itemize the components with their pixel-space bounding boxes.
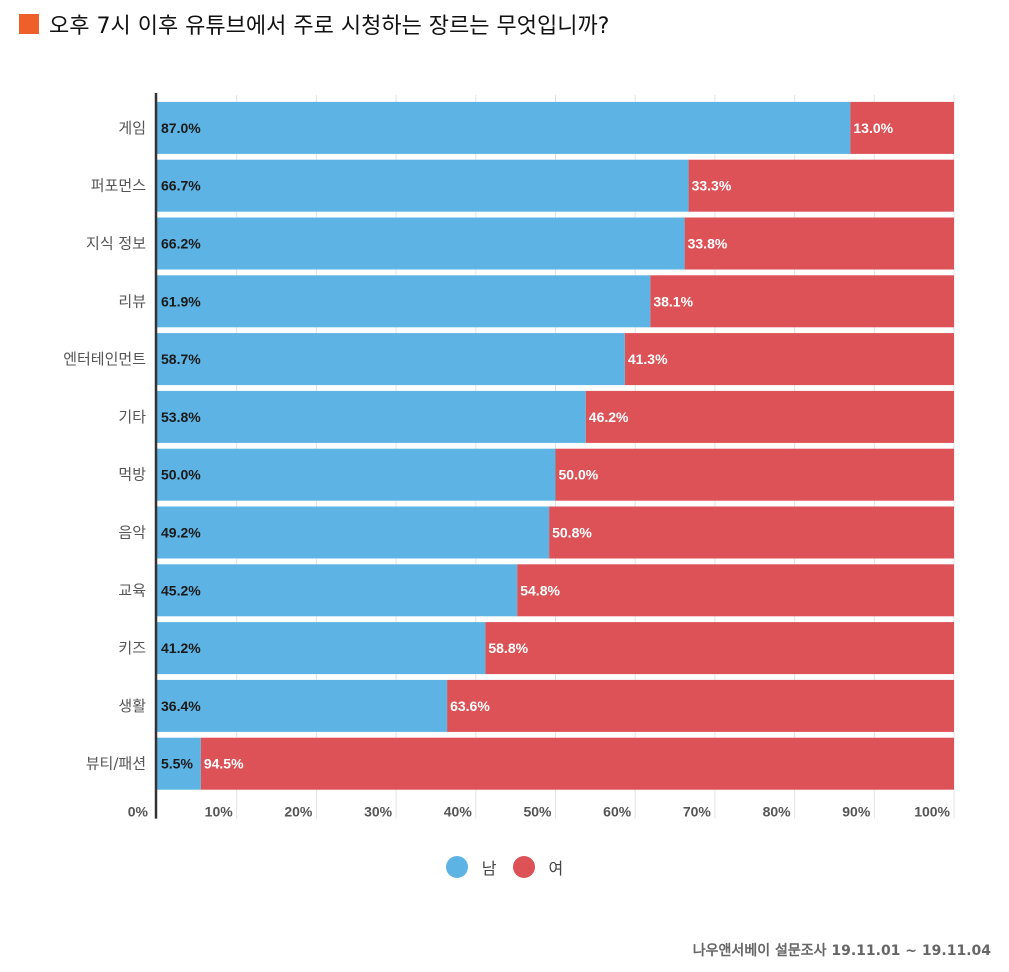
x-tick-label-30: 30% bbox=[364, 804, 393, 820]
category-label-0: 게임 bbox=[118, 119, 146, 137]
chart-title-wrap: 오후 7시 이후 유튜브에서 주로 시청하는 장르는 무엇입니까? bbox=[19, 8, 609, 40]
data-label-male-9: 41.2% bbox=[161, 640, 201, 656]
bar-male-3 bbox=[157, 275, 651, 328]
bar-male-1 bbox=[157, 159, 689, 212]
x-tick-label-0: 0% bbox=[128, 804, 149, 820]
bar-female-0 bbox=[850, 101, 954, 154]
data-label-male-8: 45.2% bbox=[161, 582, 201, 598]
data-label-male-1: 66.7% bbox=[161, 178, 201, 194]
x-tick-label-60: 60% bbox=[603, 804, 632, 820]
legend-item-male[interactable]: 남 bbox=[445, 855, 497, 879]
data-label-female-0: 13.0% bbox=[853, 120, 893, 136]
data-label-male-4: 58.7% bbox=[161, 351, 201, 367]
data-label-female-6: 50.0% bbox=[559, 467, 599, 483]
bar-male-4 bbox=[157, 333, 625, 386]
legend-item-female[interactable]: 여 bbox=[512, 855, 564, 879]
category-label-6: 먹방 bbox=[118, 466, 146, 484]
data-label-female-11: 94.5% bbox=[204, 756, 244, 772]
bar-male-9 bbox=[157, 622, 486, 675]
bar-female-10 bbox=[447, 679, 954, 732]
data-label-female-8: 54.8% bbox=[520, 582, 560, 598]
bar-male-2 bbox=[157, 217, 685, 270]
data-label-female-9: 58.8% bbox=[488, 640, 528, 656]
bar-male-7 bbox=[157, 506, 550, 559]
bar-male-0 bbox=[157, 101, 851, 154]
bar-male-8 bbox=[157, 564, 518, 617]
legend-female-label: 여 bbox=[548, 859, 564, 878]
x-tick-label-100: 100% bbox=[914, 804, 950, 820]
category-label-10: 생활 bbox=[118, 697, 146, 715]
category-label-11: 뷰티/패션 bbox=[86, 755, 146, 773]
title-square-icon bbox=[19, 14, 39, 34]
data-label-female-1: 33.3% bbox=[692, 178, 732, 194]
category-label-7: 음악 bbox=[118, 524, 146, 542]
bar-female-4 bbox=[624, 333, 954, 386]
data-label-male-10: 36.4% bbox=[161, 698, 201, 714]
data-label-female-4: 41.3% bbox=[628, 351, 668, 367]
bar-female-2 bbox=[684, 217, 954, 270]
legend-female-dot-icon bbox=[512, 856, 535, 878]
bar-female-6 bbox=[555, 448, 954, 501]
category-label-8: 교육 bbox=[118, 581, 146, 599]
bar-female-8 bbox=[517, 564, 954, 617]
data-label-male-6: 50.0% bbox=[161, 467, 201, 483]
data-label-male-3: 61.9% bbox=[161, 293, 201, 309]
data-label-female-10: 63.6% bbox=[450, 698, 490, 714]
data-label-male-5: 53.8% bbox=[161, 409, 201, 425]
x-tick-label-90: 90% bbox=[842, 804, 871, 820]
category-label-3: 리뷰 bbox=[118, 292, 146, 310]
bar-male-6 bbox=[157, 448, 556, 501]
bar-female-3 bbox=[650, 275, 954, 328]
data-label-female-2: 33.8% bbox=[688, 236, 728, 252]
x-tick-label-80: 80% bbox=[763, 804, 792, 820]
category-label-1: 퍼포먼스 bbox=[91, 177, 146, 195]
x-tick-label-50: 50% bbox=[523, 804, 552, 820]
data-label-female-5: 46.2% bbox=[589, 409, 629, 425]
bar-female-11 bbox=[200, 737, 954, 790]
data-label-female-3: 38.1% bbox=[653, 293, 693, 309]
data-label-female-7: 50.8% bbox=[552, 525, 592, 541]
chart-title: 오후 7시 이후 유튜브에서 주로 시청하는 장르는 무엇입니까? bbox=[49, 14, 610, 39]
stacked-bar-chart: 게임 87.0% 13.0% 퍼포먼스 66.7% 33.3% 지식 정보 66.2% 33.8… bbox=[63, 93, 955, 820]
bar-female-1 bbox=[688, 159, 954, 212]
data-label-male-0: 87.0% bbox=[161, 120, 201, 136]
legend-male-label: 남 bbox=[481, 859, 497, 878]
category-label-5: 기타 bbox=[118, 408, 146, 426]
data-label-male-2: 66.2% bbox=[161, 236, 201, 252]
bar-female-7 bbox=[549, 506, 954, 559]
legend: 남 여 bbox=[0, 855, 1009, 879]
x-tick-label-70: 70% bbox=[683, 804, 712, 820]
x-tick-label-10: 10% bbox=[205, 804, 234, 820]
data-label-male-11: 5.5% bbox=[161, 756, 193, 772]
category-label-4: 엔터테인먼트 bbox=[63, 350, 146, 368]
x-tick-label-20: 20% bbox=[284, 804, 313, 820]
bar-male-5 bbox=[157, 390, 586, 443]
source-note: 나우앤서베이 설문조사 19.11.01 ~ 19.11.04 bbox=[692, 943, 991, 959]
bar-female-9 bbox=[485, 622, 954, 675]
legend-male-dot-icon bbox=[445, 856, 468, 878]
category-label-9: 키즈 bbox=[118, 639, 146, 657]
bar-female-5 bbox=[585, 390, 954, 443]
data-label-male-7: 49.2% bbox=[161, 525, 201, 541]
bar-male-11 bbox=[157, 737, 201, 790]
x-tick-label-40: 40% bbox=[444, 804, 473, 820]
category-label-2: 지식 정보 bbox=[86, 235, 146, 253]
bar-male-10 bbox=[157, 679, 448, 732]
